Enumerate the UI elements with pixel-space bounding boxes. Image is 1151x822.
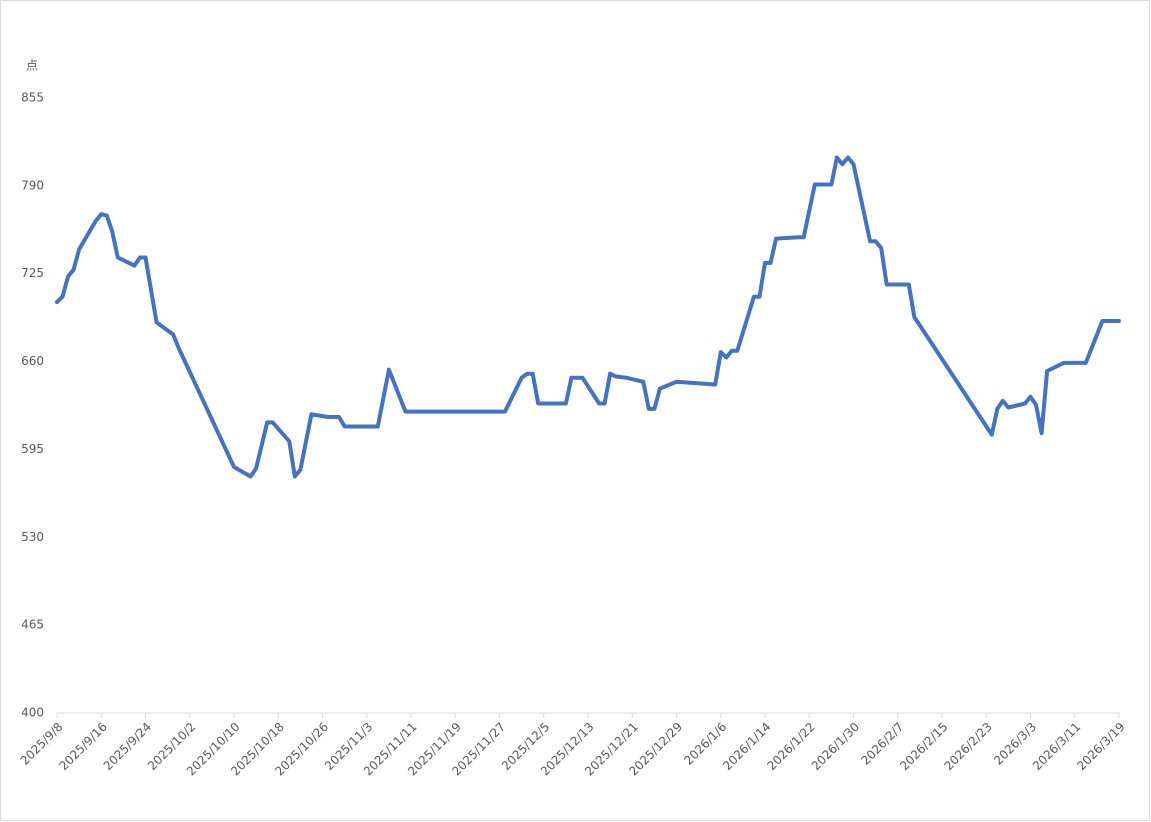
y-tick-label: 400 bbox=[21, 706, 44, 720]
y-tick-label: 595 bbox=[21, 442, 44, 456]
y-tick-label: 790 bbox=[21, 178, 44, 192]
y-tick-label: 855 bbox=[21, 91, 44, 105]
line-series bbox=[55, 155, 1121, 479]
y-tick-label: 725 bbox=[21, 266, 44, 280]
y-tick-label: 465 bbox=[21, 618, 44, 632]
y-tick-label: 660 bbox=[21, 354, 44, 368]
y-tick-label: 530 bbox=[21, 530, 44, 544]
y-axis-label: 点 bbox=[26, 59, 38, 73]
